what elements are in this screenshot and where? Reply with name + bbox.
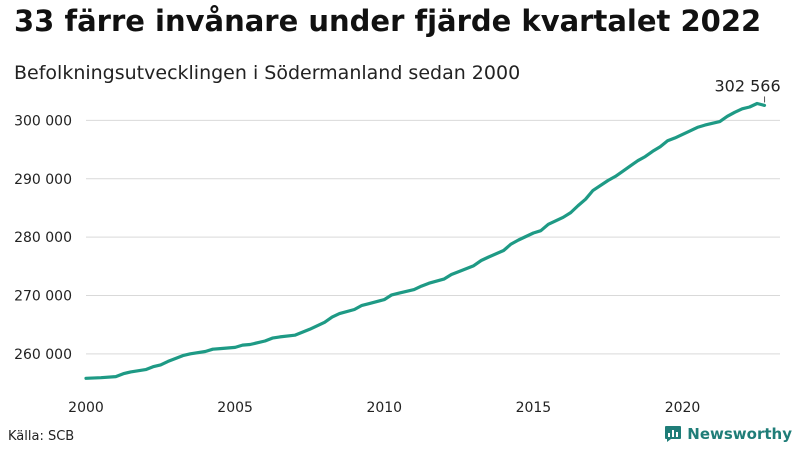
x-axis-tick-labels: 2000 2005 2010 2015 2020 <box>68 400 700 416</box>
x-tick-label: 2010 <box>366 400 402 416</box>
y-axis-tick-labels: 260 000 270 000 280 000 290 000 300 000 <box>14 113 72 362</box>
annotation-layer: 302 566 <box>714 76 781 103</box>
y-tick-label: 300 000 <box>14 113 72 129</box>
logo-bar-1 <box>668 433 671 437</box>
logo-bar-2 <box>672 430 675 437</box>
line-chart: 260 000 270 000 280 000 290 000 300 000 2000… <box>14 76 781 416</box>
y-tick-label: 260 000 <box>14 347 72 363</box>
series-layer <box>84 101 767 380</box>
chart-subtitle: Befolkningsutvecklingen i Södermanland s… <box>14 62 521 84</box>
logo-bar-3 <box>676 432 679 437</box>
series-line <box>84 101 767 380</box>
x-tick-label: 2020 <box>665 400 701 416</box>
grid-lines <box>86 119 780 355</box>
source-note: Källa: SCB <box>8 429 75 444</box>
brand[interactable]: Newsworthy <box>664 425 792 443</box>
brand-label: Newsworthy <box>687 425 792 443</box>
chart-title: 33 färre invånare under fjärde kvartalet… <box>14 4 762 38</box>
y-tick-label: 270 000 <box>14 288 72 304</box>
x-tick-label: 2000 <box>68 400 104 416</box>
x-tick-label: 2015 <box>516 400 552 416</box>
x-tick-label: 2005 <box>217 400 253 416</box>
annotation-label: 302 566 <box>714 76 780 95</box>
y-tick-label: 280 000 <box>14 230 72 246</box>
y-tick-label: 290 000 <box>14 172 72 188</box>
newsworthy-logo-icon <box>665 426 682 442</box>
